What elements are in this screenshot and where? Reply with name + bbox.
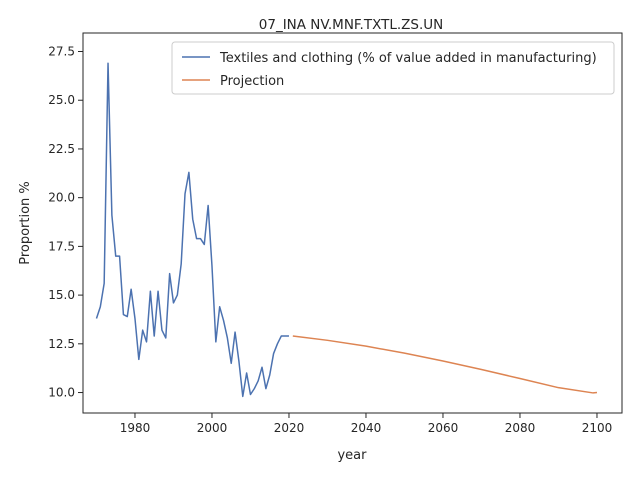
legend-label-textiles: Textiles and clothing (% of value added … [219,51,597,66]
x-tick-label: 2000 [197,421,228,435]
x-tick-label: 1980 [120,421,151,435]
y-tick-label: 25.0 [48,93,75,107]
y-tick-label: 10.0 [48,386,75,400]
x-tick-label: 2060 [428,421,459,435]
x-tick-label: 2020 [274,421,305,435]
series-line-1 [292,335,598,394]
x-tick-label: 2100 [582,421,613,435]
y-tick-label: 27.5 [48,45,75,59]
x-tick-label: 2080 [505,421,536,435]
chart-title: 07_INA NV.MNF.TXTL.ZS.UN [259,17,443,33]
x-tick-label: 2040 [351,421,382,435]
legend-box [171,41,615,95]
y-axis-label: Proportion % [18,181,33,265]
y-tick-label: 15.0 [48,288,75,302]
legend: Textiles and clothing (% of value added … [171,41,615,95]
plot-area [95,62,598,398]
y-tick-label: 20.0 [48,191,75,205]
y-axis: 10.0 12.5 15.0 17.5 20.0 22.5 25.0 27.5 [48,45,83,400]
x-axis: 1980 2000 2020 2040 2060 2080 2100 [120,413,613,435]
y-tick-label: 12.5 [48,337,75,351]
y-tick-label: 17.5 [48,239,75,253]
x-axis-label: year [337,448,367,463]
plot-frame [82,32,623,414]
legend-label-projection: Projection [220,74,284,89]
series-line-0 [95,62,289,398]
y-tick-label: 22.5 [48,142,75,156]
